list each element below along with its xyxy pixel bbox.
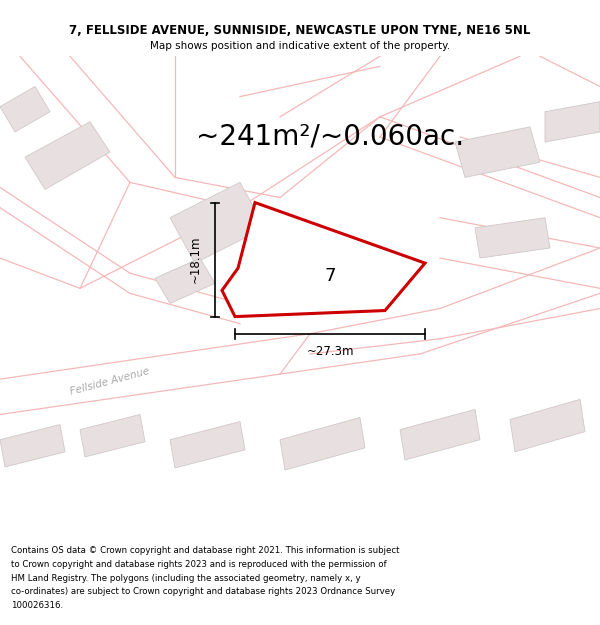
Text: ~241m²/~0.060ac.: ~241m²/~0.060ac. — [196, 123, 464, 151]
Text: HM Land Registry. The polygons (including the associated geometry, namely x, y: HM Land Registry. The polygons (includin… — [11, 574, 361, 582]
Text: to Crown copyright and database rights 2023 and is reproduced with the permissio: to Crown copyright and database rights 2… — [11, 560, 386, 569]
Polygon shape — [222, 202, 425, 317]
Text: 100026316.: 100026316. — [11, 601, 63, 610]
Polygon shape — [170, 182, 265, 263]
Text: co-ordinates) are subject to Crown copyright and database rights 2023 Ordnance S: co-ordinates) are subject to Crown copyr… — [11, 588, 395, 596]
Polygon shape — [400, 409, 480, 460]
Text: 7, FELLSIDE AVENUE, SUNNISIDE, NEWCASTLE UPON TYNE, NE16 5NL: 7, FELLSIDE AVENUE, SUNNISIDE, NEWCASTLE… — [70, 24, 530, 36]
Polygon shape — [510, 399, 585, 452]
Polygon shape — [170, 421, 245, 468]
Polygon shape — [280, 418, 365, 470]
Polygon shape — [475, 217, 550, 258]
Text: Contains OS data © Crown copyright and database right 2021. This information is : Contains OS data © Crown copyright and d… — [11, 546, 400, 555]
Text: Fellside Avenue: Fellside Avenue — [69, 366, 151, 397]
Polygon shape — [80, 414, 145, 457]
Text: ~27.3m: ~27.3m — [306, 346, 354, 358]
Polygon shape — [0, 86, 50, 132]
Polygon shape — [25, 122, 110, 189]
Polygon shape — [545, 102, 600, 142]
Polygon shape — [0, 424, 65, 467]
Text: ~18.1m: ~18.1m — [188, 236, 202, 283]
Polygon shape — [155, 258, 215, 304]
Text: Map shows position and indicative extent of the property.: Map shows position and indicative extent… — [150, 41, 450, 51]
Text: 7: 7 — [324, 268, 336, 285]
Polygon shape — [455, 127, 540, 178]
